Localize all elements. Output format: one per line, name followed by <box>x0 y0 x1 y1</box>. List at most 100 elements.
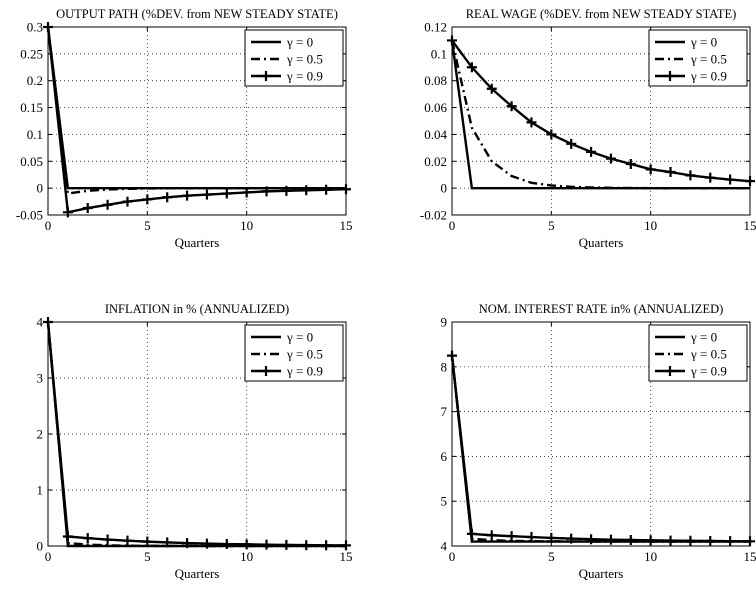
plot-frame <box>451 321 751 547</box>
series-marker-plus <box>486 83 497 94</box>
series-marker-plus <box>625 158 636 169</box>
y-tick-label: 0 <box>441 181 448 196</box>
x-tick-label: 5 <box>548 218 555 233</box>
x-axis-label: Quarters <box>175 566 220 581</box>
series-marker-plus <box>62 531 73 542</box>
series-line-dashdot <box>450 355 750 543</box>
plot-frame <box>47 26 347 216</box>
series-marker-plus <box>486 530 497 541</box>
series-line-plus <box>46 26 347 214</box>
series-marker-plus <box>43 22 53 32</box>
x-tick-label: 0 <box>45 218 52 233</box>
series-marker-plus <box>665 535 676 546</box>
series-marker-plus <box>546 129 557 140</box>
y-tick-label: 0.2 <box>27 73 43 88</box>
x-tick-label: 10 <box>240 218 253 233</box>
series-marker-plus <box>82 203 93 214</box>
series-marker-plus <box>725 536 736 547</box>
chart-panel-1: OUTPUT PATH (%DEV. from NEW STEADY STATE… <box>16 7 353 250</box>
series-marker-plus <box>745 176 755 187</box>
series-marker-plus <box>281 539 292 550</box>
x-tick-label: 10 <box>644 549 657 564</box>
y-tick-label: 9 <box>441 315 448 330</box>
series-marker-plus <box>705 535 716 546</box>
series-marker-plus <box>705 172 716 183</box>
y-tick-label: 2 <box>37 427 44 442</box>
x-axis-label: Quarters <box>175 235 220 250</box>
legend-label: γ = 0.9 <box>286 364 323 379</box>
x-tick-label: 0 <box>45 549 52 564</box>
y-tick-label: 4 <box>37 315 44 330</box>
series-marker-plus <box>685 535 696 546</box>
legend: γ = 0 γ = 0.5 γ = 0.9 <box>244 29 344 87</box>
series-marker-plus <box>586 146 597 157</box>
plot-frame <box>451 26 751 216</box>
x-tick-label: 10 <box>240 549 253 564</box>
series-marker-plus <box>586 534 597 545</box>
series-marker-plus <box>122 196 133 207</box>
x-tick-label: 0 <box>449 218 456 233</box>
legend: γ = 0 γ = 0.5 γ = 0.9 <box>648 29 748 87</box>
x-axis-label: Quarters <box>579 235 624 250</box>
series-marker-plus <box>321 540 332 551</box>
series-marker-plus <box>645 535 656 546</box>
legend-label: γ = 0 <box>286 330 313 345</box>
legend-marker-plus <box>665 71 675 81</box>
series-marker-plus <box>605 153 616 164</box>
x-tick-label: 15 <box>744 549 756 564</box>
y-tick-label: 0.08 <box>424 73 447 88</box>
series-marker-plus <box>685 170 696 181</box>
series-marker-plus <box>62 207 73 218</box>
x-tick-label: 15 <box>340 218 353 233</box>
chart-title: INFLATION in % (ANNUALIZED) <box>105 302 289 316</box>
series-line-solid <box>450 355 750 543</box>
series-marker-plus <box>201 189 212 200</box>
x-axis-label: Quarters <box>579 566 624 581</box>
y-tick-label: -0.05 <box>16 208 43 223</box>
x-tick-label: 15 <box>340 549 353 564</box>
series-marker-plus <box>625 534 636 545</box>
y-tick-label: 0.04 <box>424 127 447 142</box>
chart-title: NOM. INTEREST RATE in% (ANNUALIZED) <box>479 302 724 316</box>
series-marker-plus <box>162 192 173 203</box>
chart-title: OUTPUT PATH (%DEV. from NEW STEADY STATE… <box>56 7 338 21</box>
series-marker-plus <box>546 532 557 543</box>
y-tick-label: 1 <box>37 483 44 498</box>
series-marker-plus <box>665 167 676 178</box>
series-marker-plus <box>281 185 292 196</box>
series-marker-plus <box>645 164 656 175</box>
series-marker-plus <box>241 187 252 198</box>
series-marker-plus <box>102 534 113 545</box>
y-tick-label: 5 <box>441 494 448 509</box>
series-marker-plus <box>142 536 153 547</box>
series-marker-plus <box>241 539 252 550</box>
series-marker-plus <box>221 539 232 550</box>
series-line-plus <box>46 321 347 547</box>
series-line-solid <box>46 26 346 190</box>
series-marker-plus <box>526 117 537 128</box>
legend-label: γ = 0 <box>690 35 717 50</box>
series-marker-plus <box>301 185 312 196</box>
legend-label: γ = 0.9 <box>690 69 727 84</box>
legend-label: γ = 0.5 <box>286 347 323 362</box>
series-marker-plus <box>506 531 517 542</box>
series-marker-plus <box>321 184 332 195</box>
y-tick-label: 7 <box>441 404 448 419</box>
y-tick-label: 0 <box>37 539 44 554</box>
legend-label: γ = 0.5 <box>690 347 727 362</box>
y-tick-label: 0.06 <box>424 100 447 115</box>
series-marker-plus <box>341 184 351 195</box>
x-tick-label: 5 <box>144 549 151 564</box>
series-line-plus <box>450 355 751 543</box>
y-tick-label: 0.12 <box>424 20 447 35</box>
x-tick-label: 5 <box>548 549 555 564</box>
series-marker-plus <box>566 138 577 149</box>
y-tick-label: 0.1 <box>27 127 43 142</box>
series-marker-plus <box>261 186 272 197</box>
y-tick-label: 3 <box>37 371 44 386</box>
series-marker-plus <box>341 540 351 551</box>
x-tick-label: 0 <box>449 549 456 564</box>
legend-label: γ = 0 <box>286 35 313 50</box>
x-tick-label: 15 <box>744 218 756 233</box>
